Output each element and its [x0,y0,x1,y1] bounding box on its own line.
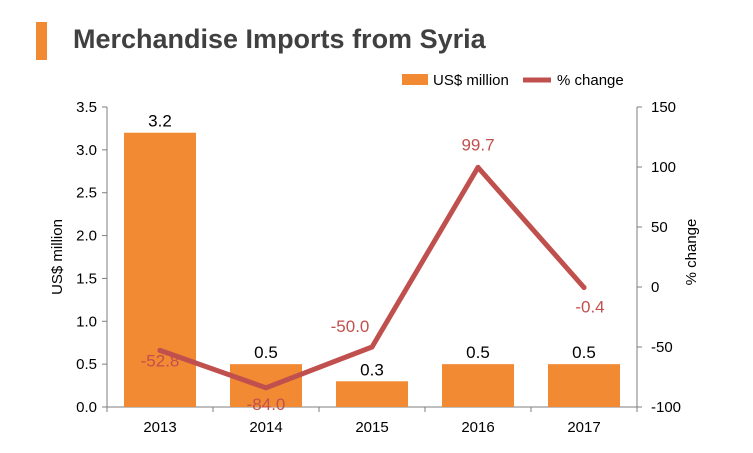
left-tick-label: 1.5 [76,270,97,287]
bar-value-label: 0.3 [360,360,384,379]
y-axis-title: US$ million [49,219,66,295]
x-tick-label: 2017 [567,419,600,436]
line-point [475,164,481,170]
bar [548,364,620,407]
line-value-label: 99.7 [461,135,494,154]
line-value-label: -52.8 [141,351,180,370]
left-tick-label: 0.5 [76,356,97,373]
legend-line-label: % change [557,72,624,89]
axes: 0.0 0.5 1.0 1.5 2.0 2.5 3.0 3.5 -100 -50 0 50 100 150… [49,99,700,436]
data-labels: 3.2 0.5 0.3 0.5 0.5 -52.8 -84.0 -50.0 99.7 -0.4 [141,112,605,414]
chart-title: Merchandise Imports from Syria [73,24,486,54]
bar-value-label: 0.5 [254,343,278,362]
left-tick-label: 3.0 [76,142,97,159]
x-tick-label: 2013 [143,419,176,436]
line-value-label: -84.0 [247,395,286,414]
legend-bar-label: US$ million [433,72,509,89]
line-point [581,284,587,290]
left-tick-label: 3.5 [76,99,97,116]
title-accent-bar [36,22,47,60]
legend: US$ million % change [402,72,624,89]
line-point [369,344,375,350]
x-tick-label: 2014 [249,419,282,436]
bar [336,381,408,407]
legend-bar-swatch [402,74,428,85]
x-tick-label: 2015 [355,419,388,436]
line-series [157,164,587,391]
left-tick-label: 0.0 [76,399,97,416]
bar-value-label: 3.2 [148,112,172,131]
line-point [263,385,269,391]
right-tick-label: -100 [651,399,681,416]
y2-axis-title: % change [683,219,700,286]
line-value-label: -0.4 [575,297,604,316]
left-tick-label: 2.5 [76,185,97,202]
right-tick-label: 0 [651,279,659,296]
bar [442,364,514,407]
right-tick-label: 100 [651,159,676,176]
line-point [157,347,163,353]
right-tick-label: 150 [651,99,676,116]
right-tick-label: 50 [651,219,668,236]
right-tick-label: -50 [651,339,673,356]
bar-value-label: 0.5 [572,343,596,362]
x-tick-label: 2016 [461,419,494,436]
percent-change-line [157,164,587,391]
left-tick-label: 2.0 [76,228,97,245]
line-value-label: -50.0 [331,317,370,336]
left-tick-label: 1.0 [76,313,97,330]
bar-value-label: 0.5 [466,343,490,362]
